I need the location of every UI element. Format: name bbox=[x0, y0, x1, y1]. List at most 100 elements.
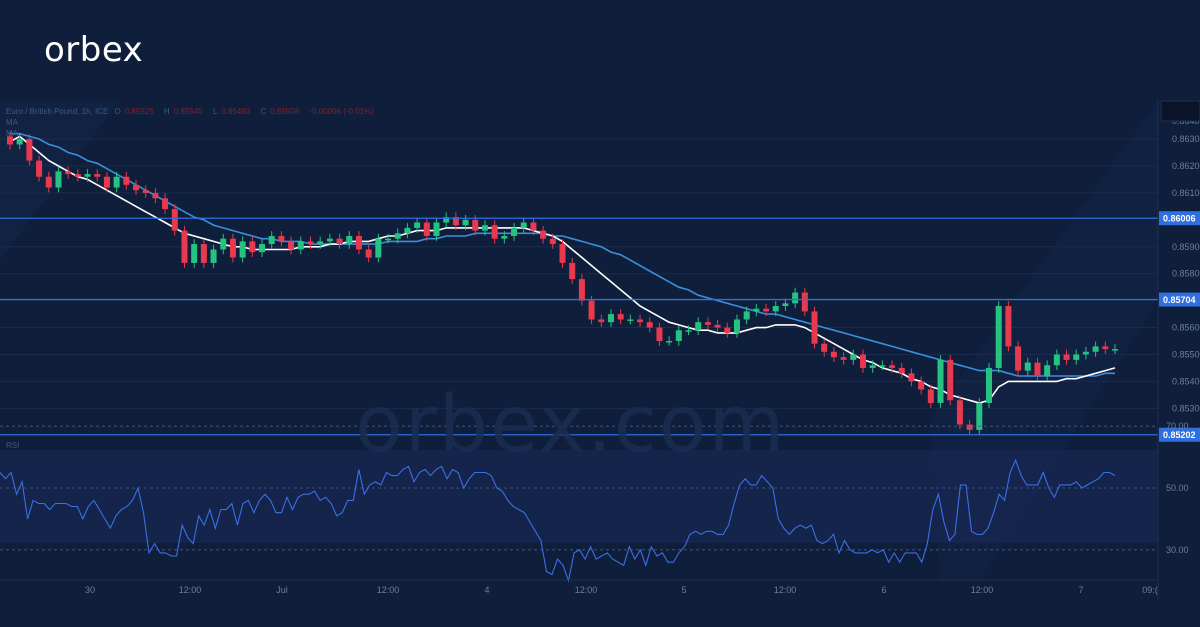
candle-body bbox=[976, 402, 983, 430]
candle-body bbox=[1073, 354, 1080, 360]
time-tick-label: 7 bbox=[1078, 585, 1083, 595]
candle-body bbox=[859, 354, 866, 368]
candle-body bbox=[966, 424, 973, 430]
ohlc-legend: Euro / British Pound, 1h, ICE O 0.85525 H… bbox=[6, 107, 378, 116]
candle-body bbox=[355, 235, 362, 250]
candle-body bbox=[666, 341, 673, 343]
candle-body bbox=[45, 176, 52, 188]
candle-body bbox=[317, 241, 324, 245]
candle-body bbox=[16, 139, 23, 145]
key-level-tag bbox=[1159, 292, 1200, 307]
rsi-tick-label: 30.00 bbox=[1166, 545, 1189, 555]
legend-c-label: C bbox=[260, 107, 267, 116]
time-tick-label: 09:( bbox=[1142, 585, 1158, 595]
candle-body bbox=[394, 233, 401, 239]
candle-body bbox=[336, 238, 343, 245]
rsi-panel bbox=[0, 425, 1158, 583]
candle-body bbox=[733, 319, 740, 333]
grid-lines bbox=[0, 138, 1158, 409]
candle-body bbox=[1092, 346, 1099, 352]
candle-body bbox=[375, 238, 382, 258]
time-tick-label: Jul bbox=[276, 585, 288, 595]
candle-body bbox=[249, 241, 256, 253]
candle-body bbox=[365, 249, 372, 258]
candle-body bbox=[268, 235, 275, 245]
candle-body bbox=[297, 241, 304, 250]
candle-body bbox=[898, 367, 905, 374]
candle-body bbox=[869, 365, 876, 368]
candle-body bbox=[821, 343, 828, 352]
watermark: orbex.com bbox=[355, 380, 787, 470]
candle-body bbox=[210, 249, 217, 263]
time-tick-label: 12:00 bbox=[774, 585, 797, 595]
candle-body bbox=[704, 322, 711, 325]
candle-body bbox=[598, 319, 605, 323]
candle-body bbox=[753, 308, 760, 312]
candle-body bbox=[1111, 349, 1119, 351]
rsi-tick-label: 50.00 bbox=[1166, 483, 1189, 493]
candle-body bbox=[133, 184, 140, 191]
candle-body bbox=[1102, 346, 1109, 350]
price-tick-label: 0.85300 bbox=[1172, 403, 1200, 413]
candle-body bbox=[404, 227, 411, 234]
candle-body bbox=[326, 238, 333, 242]
candle-body bbox=[501, 235, 508, 239]
ma-indicator-label-1: MA bbox=[6, 118, 18, 127]
candle-body bbox=[288, 241, 295, 250]
candle-body bbox=[491, 225, 498, 239]
candle-body bbox=[743, 311, 750, 320]
rsi-band bbox=[0, 450, 1158, 543]
candle-body bbox=[65, 171, 72, 175]
candle-body bbox=[307, 241, 314, 245]
time-tick-label: 5 bbox=[681, 585, 686, 595]
legend-low: 0.85493 bbox=[221, 107, 251, 116]
candle-body bbox=[646, 322, 653, 328]
candle-body bbox=[685, 330, 692, 332]
candle-body bbox=[937, 359, 944, 403]
candle-body bbox=[1034, 362, 1041, 377]
candle-body bbox=[801, 292, 808, 312]
candle-body bbox=[578, 279, 585, 301]
candle-body bbox=[763, 308, 770, 312]
legend-symbol: Euro / British Pound, 1h, ICE bbox=[6, 107, 109, 116]
candle-body bbox=[559, 244, 566, 263]
candle-body bbox=[113, 176, 120, 188]
candle-body bbox=[908, 373, 915, 382]
candle-body bbox=[850, 354, 857, 360]
candle-body bbox=[433, 222, 440, 236]
candle-body bbox=[239, 241, 246, 258]
candle-body bbox=[414, 222, 421, 228]
candle-body bbox=[220, 238, 227, 250]
candle-body bbox=[385, 238, 392, 241]
candle-body bbox=[191, 244, 198, 263]
candle-body bbox=[607, 314, 614, 323]
candle-body bbox=[443, 217, 450, 223]
candle-body bbox=[879, 365, 886, 367]
time-tick-label: 12:00 bbox=[575, 585, 598, 595]
candle-body bbox=[947, 359, 954, 401]
candle-body bbox=[259, 244, 266, 253]
candle-body bbox=[142, 190, 149, 193]
candle-body bbox=[918, 381, 925, 390]
legend-o-label: O bbox=[114, 107, 121, 116]
candle-body bbox=[1063, 354, 1070, 360]
candle-body bbox=[229, 238, 236, 258]
price-axis-top-box bbox=[1160, 100, 1200, 122]
time-tick-label: 12:00 bbox=[377, 585, 400, 595]
candle-body bbox=[588, 300, 595, 320]
header-band: orbex bbox=[0, 0, 1200, 100]
candle-body bbox=[830, 351, 837, 358]
candle-body bbox=[782, 303, 789, 307]
legend-l-label: L bbox=[212, 107, 218, 116]
candle-body bbox=[549, 238, 556, 245]
candle-body bbox=[714, 324, 721, 328]
candle-body bbox=[26, 139, 33, 161]
